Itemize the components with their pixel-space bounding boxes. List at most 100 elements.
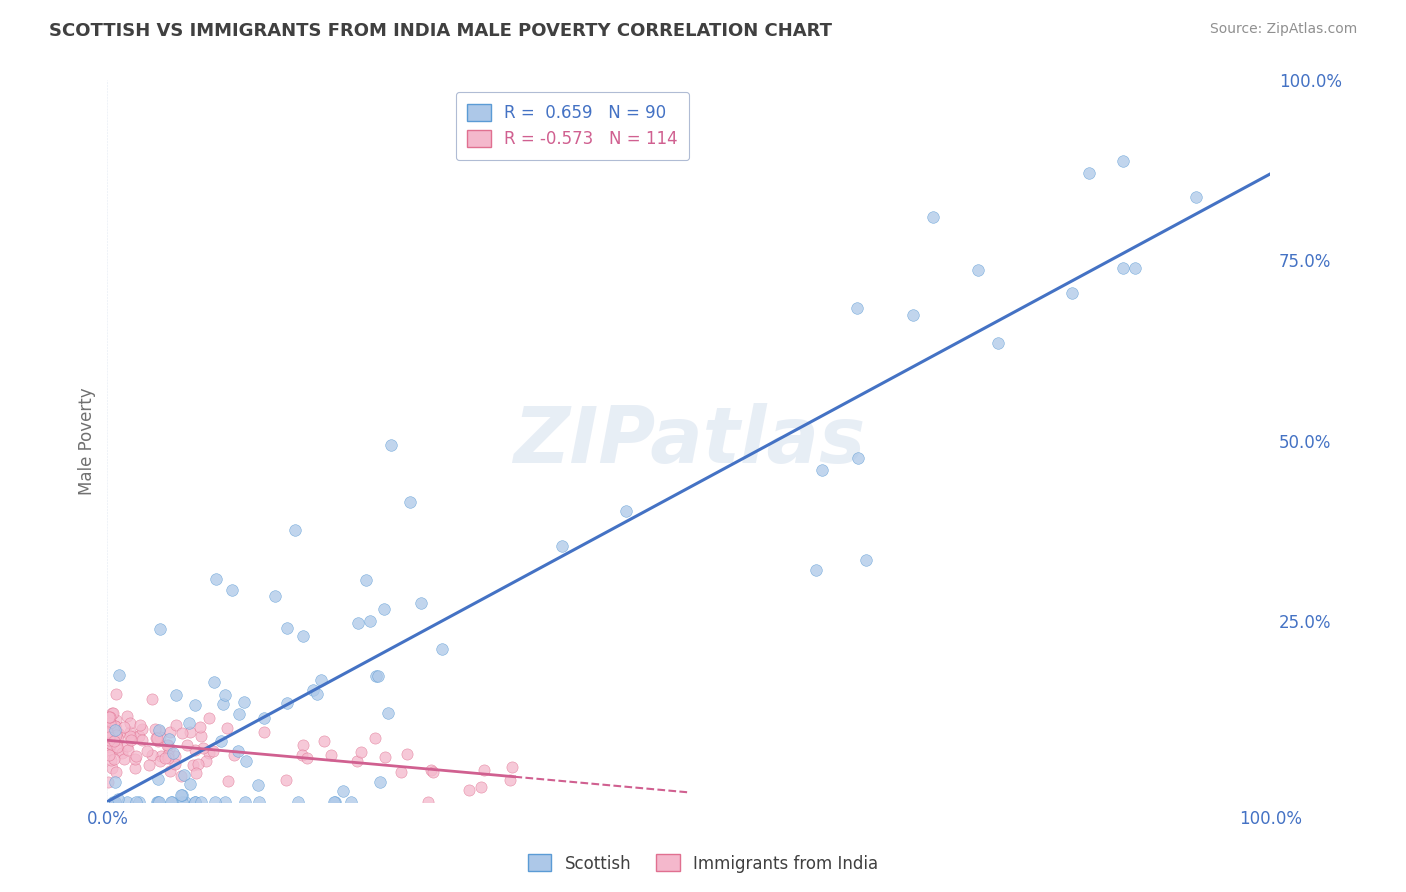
- Point: [120, 725, 142, 739]
- Point: [1077, 166, 1099, 180]
- Point: [148, 723, 170, 737]
- Point: [295, 751, 318, 765]
- Point: [107, 727, 129, 741]
- Point: [122, 729, 145, 743]
- Point: [197, 711, 219, 725]
- Point: [901, 308, 924, 322]
- Point: [157, 732, 180, 747]
- Point: [181, 758, 204, 772]
- Point: [170, 795, 193, 809]
- Point: [235, 755, 257, 769]
- Point: [104, 719, 127, 733]
- Point: [104, 723, 127, 738]
- Point: [146, 734, 169, 748]
- Point: [291, 747, 314, 762]
- Point: [120, 733, 142, 747]
- Point: [233, 695, 256, 709]
- Point: [101, 795, 124, 809]
- Text: Source: ZipAtlas.com: Source: ZipAtlas.com: [1209, 22, 1357, 37]
- Point: [347, 616, 370, 631]
- Point: [170, 769, 193, 783]
- Point: [103, 734, 125, 748]
- Point: [97, 717, 120, 731]
- Point: [98, 730, 121, 744]
- Point: [141, 692, 163, 706]
- Point: [217, 773, 239, 788]
- Point: [472, 763, 495, 777]
- Point: [103, 752, 125, 766]
- Point: [97, 734, 120, 748]
- Point: [163, 756, 186, 771]
- Point: [184, 795, 207, 809]
- Point: [614, 504, 637, 518]
- Point: [160, 795, 183, 809]
- Point: [967, 263, 990, 277]
- Point: [150, 748, 173, 763]
- Point: [128, 729, 150, 743]
- Point: [115, 739, 138, 753]
- Point: [98, 709, 121, 723]
- Point: [855, 553, 877, 567]
- Point: [98, 710, 121, 724]
- Point: [173, 768, 195, 782]
- Point: [105, 740, 128, 755]
- Point: [97, 775, 120, 789]
- Point: [173, 795, 195, 809]
- Point: [104, 714, 127, 728]
- Point: [367, 669, 389, 683]
- Point: [222, 748, 245, 763]
- Point: [188, 721, 211, 735]
- Point: [145, 731, 167, 746]
- Point: [322, 795, 344, 809]
- Y-axis label: Male Poverty: Male Poverty: [79, 387, 96, 494]
- Point: [187, 756, 209, 771]
- Point: [228, 707, 250, 722]
- Point: [253, 724, 276, 739]
- Point: [104, 728, 127, 742]
- Point: [217, 721, 239, 735]
- Point: [162, 746, 184, 760]
- Point: [101, 761, 124, 775]
- Point: [146, 795, 169, 809]
- Point: [311, 673, 333, 687]
- Point: [184, 765, 207, 780]
- Point: [204, 795, 226, 809]
- Point: [226, 744, 249, 758]
- Point: [104, 687, 127, 701]
- Point: [159, 764, 181, 778]
- Point: [170, 788, 193, 802]
- Point: [104, 795, 127, 809]
- Point: [107, 792, 129, 806]
- Point: [373, 601, 395, 615]
- Point: [100, 720, 122, 734]
- Point: [501, 760, 523, 774]
- Point: [172, 725, 194, 739]
- Point: [235, 795, 257, 809]
- Point: [291, 738, 314, 752]
- Point: [202, 674, 225, 689]
- Point: [418, 795, 440, 809]
- Point: [432, 642, 454, 657]
- Point: [118, 729, 141, 743]
- Point: [420, 764, 443, 778]
- Point: [458, 783, 481, 797]
- Point: [179, 777, 201, 791]
- Point: [292, 629, 315, 643]
- Point: [146, 772, 169, 787]
- Point: [166, 689, 188, 703]
- Point: [111, 746, 134, 760]
- Point: [105, 724, 128, 739]
- Point: [470, 780, 492, 794]
- Point: [100, 753, 122, 767]
- Point: [284, 523, 307, 537]
- Point: [98, 716, 121, 731]
- Point: [96, 725, 118, 739]
- Point: [380, 438, 402, 452]
- Point: [359, 615, 381, 629]
- Point: [159, 725, 181, 739]
- Point: [319, 748, 342, 763]
- Point: [804, 563, 827, 577]
- Point: [204, 572, 226, 586]
- Text: SCOTTISH VS IMMIGRANTS FROM INDIA MALE POVERTY CORRELATION CHART: SCOTTISH VS IMMIGRANTS FROM INDIA MALE P…: [49, 22, 832, 40]
- Point: [149, 754, 172, 768]
